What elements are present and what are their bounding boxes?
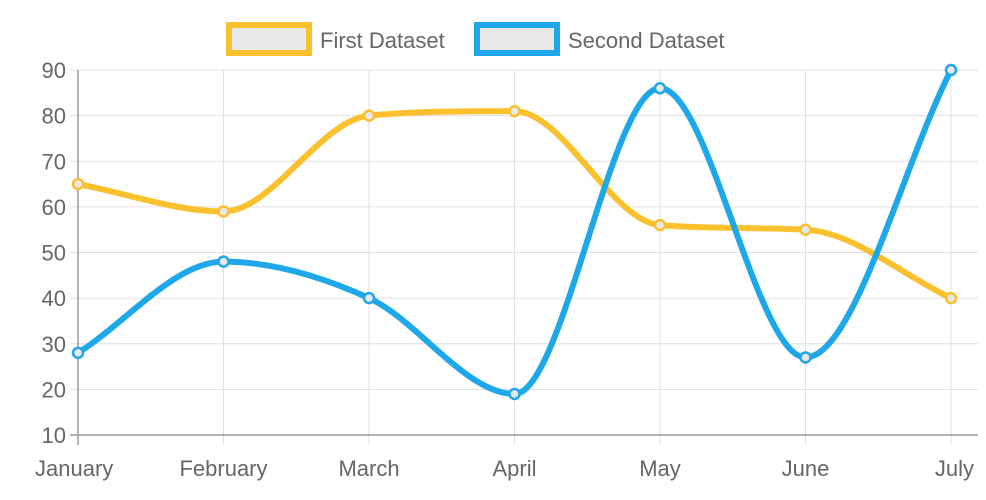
x-tick-label: June <box>782 456 830 481</box>
legend-label: First Dataset <box>320 28 445 53</box>
y-tick-label: 70 <box>42 149 66 174</box>
series-line <box>75 67 954 397</box>
data-point <box>362 109 376 122</box>
data-point <box>508 387 521 401</box>
x-tick-label: March <box>338 456 399 481</box>
x-tick-label: January <box>35 456 113 481</box>
x-axis-ticks: January February March April May June July <box>35 456 974 481</box>
legend-label: Second Dataset <box>568 28 725 53</box>
legend-item-1[interactable]: First Dataset <box>226 22 445 56</box>
legend-swatch <box>226 22 312 56</box>
series-layer <box>71 63 958 401</box>
x-tick-label: February <box>179 456 267 481</box>
grid <box>70 69 978 445</box>
data-point <box>799 351 812 364</box>
x-tick-label: July <box>935 456 974 481</box>
data-point <box>653 82 667 95</box>
y-tick-label: 40 <box>42 286 66 311</box>
data-point <box>799 223 812 236</box>
x-tick-label: May <box>639 456 681 481</box>
x-tick-label: April <box>492 456 536 481</box>
y-tick-label: 90 <box>42 58 66 83</box>
data-point <box>653 218 667 232</box>
series-1 <box>71 104 958 305</box>
data-point <box>71 177 85 191</box>
axes <box>70 70 978 445</box>
legend-item-2[interactable]: Second Dataset <box>474 22 725 56</box>
y-tick-label: 30 <box>42 332 66 357</box>
data-point <box>217 255 230 268</box>
legend[interactable]: First Dataset Second Dataset <box>226 22 725 56</box>
y-tick-label: 10 <box>42 423 66 448</box>
data-point <box>944 63 958 77</box>
y-tick-label: 20 <box>42 377 66 402</box>
data-point <box>944 291 958 305</box>
data-point <box>362 291 376 305</box>
data-point <box>508 104 521 118</box>
series-2 <box>71 63 958 401</box>
y-tick-label: 50 <box>42 241 66 266</box>
data-point <box>71 346 85 360</box>
y-axis-ticks: 10 20 30 40 50 60 70 80 90 <box>42 58 66 448</box>
y-tick-label: 60 <box>42 195 66 220</box>
data-point <box>217 205 230 218</box>
y-tick-label: 80 <box>42 104 66 129</box>
legend-swatch <box>474 22 560 56</box>
